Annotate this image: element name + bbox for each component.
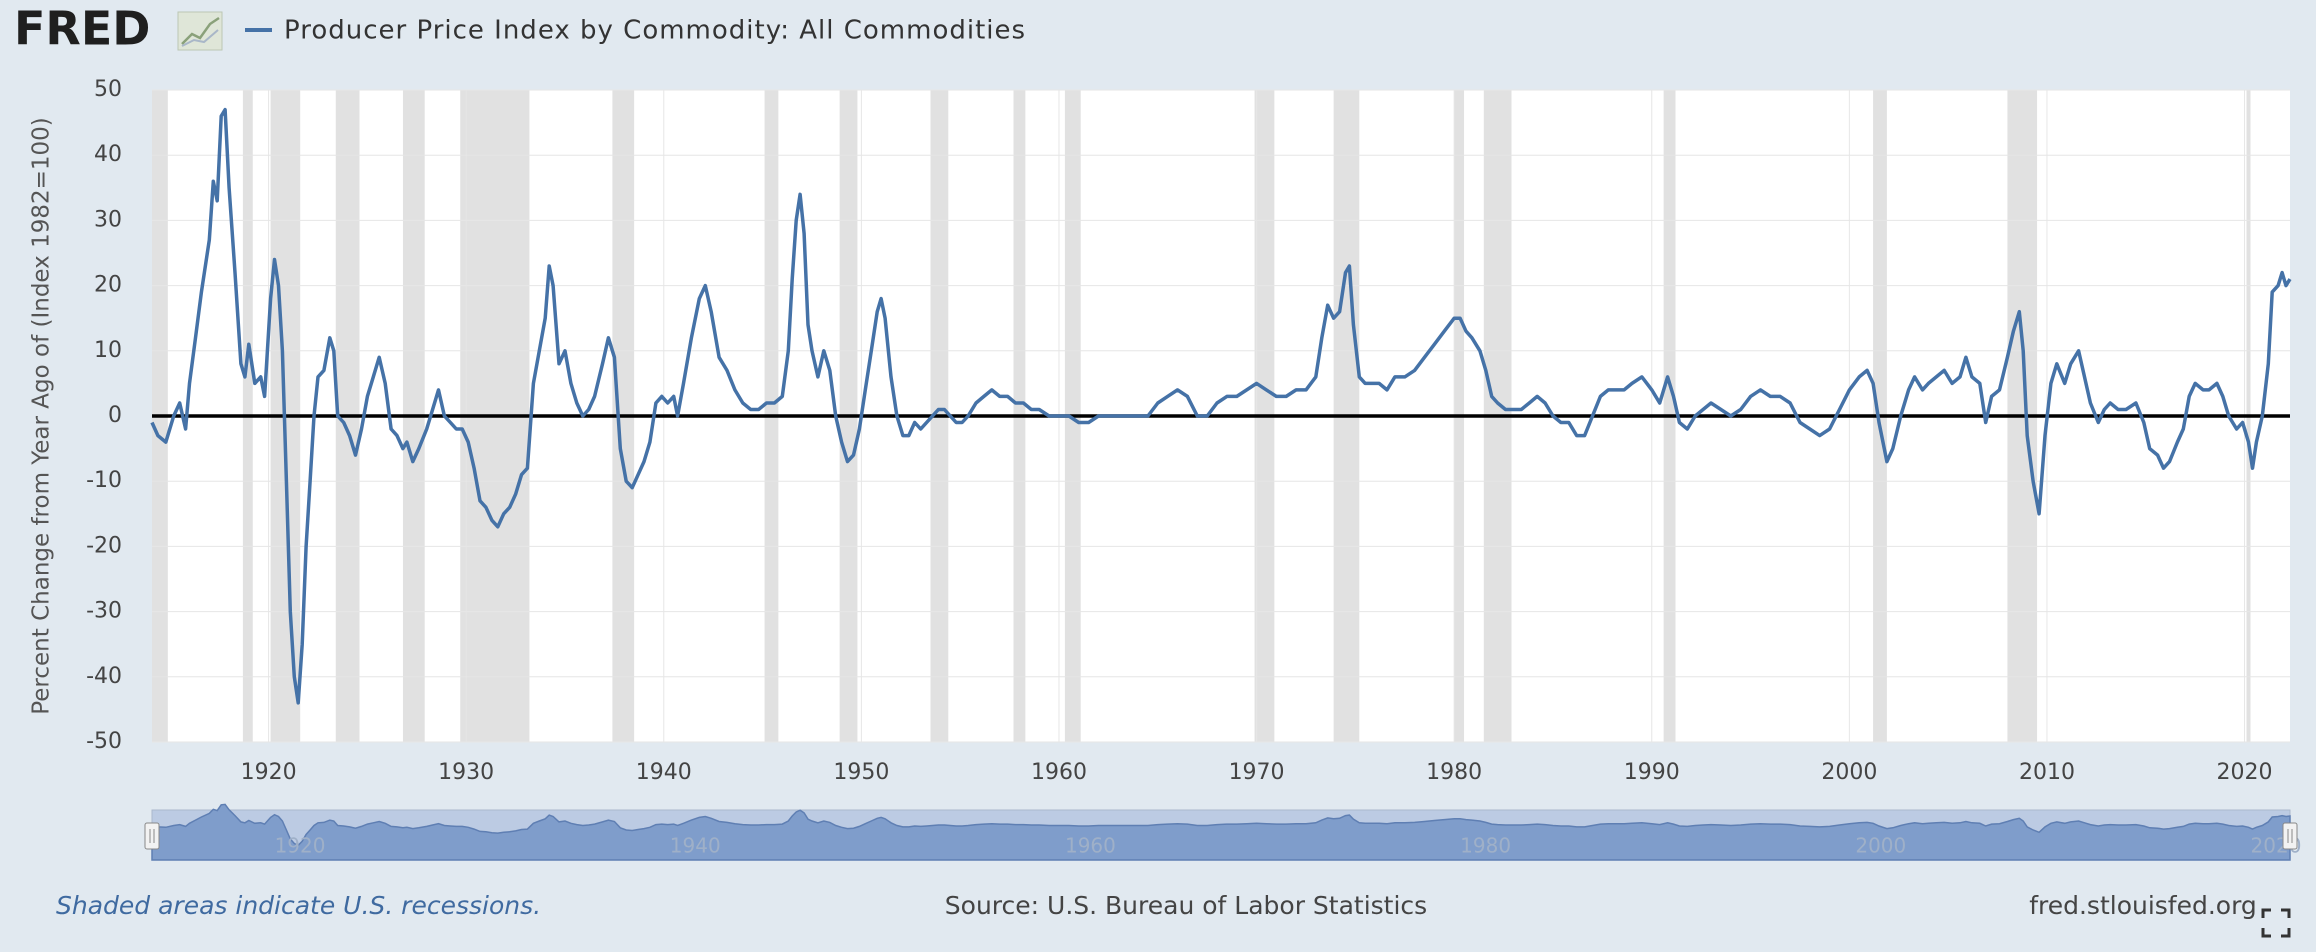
navigator-area bbox=[151, 803, 2291, 861]
y-tick-label: 40 bbox=[94, 142, 122, 167]
y-tick-label: -20 bbox=[86, 533, 122, 558]
y-tick-label: -40 bbox=[86, 664, 122, 689]
navigator-tick-label: 1920 bbox=[275, 834, 326, 858]
logo: FRED bbox=[14, 2, 150, 56]
legend-label: Producer Price Index by Commodity: All C… bbox=[284, 16, 1026, 46]
plot-area bbox=[152, 89, 2290, 743]
fullscreen-icon[interactable] bbox=[2261, 908, 2291, 938]
y-tick-label: 30 bbox=[94, 207, 122, 232]
navigator-handle[interactable] bbox=[144, 822, 160, 850]
x-tick-label: 2010 bbox=[2019, 760, 2075, 785]
y-tick-label: -30 bbox=[86, 599, 122, 624]
y-tick-label: -10 bbox=[86, 468, 122, 493]
x-tick-label: 2000 bbox=[1821, 760, 1877, 785]
logo-icon bbox=[177, 11, 223, 51]
x-tick-label: 2020 bbox=[2217, 760, 2273, 785]
y-tick-label: 10 bbox=[94, 338, 122, 363]
x-tick-label: 1950 bbox=[833, 760, 889, 785]
navigator-handle[interactable] bbox=[2282, 822, 2298, 850]
navigator-tick-label: 1940 bbox=[670, 834, 721, 858]
navigator-tick-label: 1960 bbox=[1065, 834, 1116, 858]
x-tick-label: 1930 bbox=[438, 760, 494, 785]
source: Source: U.S. Bureau of Labor Statistics bbox=[945, 891, 1427, 920]
site-link[interactable]: fred.stlouisfed.org bbox=[2029, 891, 2257, 920]
y-tick-label: 20 bbox=[94, 273, 122, 298]
x-tick-label: 1920 bbox=[241, 760, 297, 785]
y-axis-title: Percent Change from Year Ago of (Index 1… bbox=[29, 117, 55, 715]
navigator-tick-label: 2000 bbox=[1855, 834, 1906, 858]
data-line bbox=[150, 107, 2292, 705]
x-tick-label: 1980 bbox=[1426, 760, 1482, 785]
x-tick-label: 1970 bbox=[1229, 760, 1285, 785]
x-tick-label: 1940 bbox=[636, 760, 692, 785]
recession-note[interactable]: Shaded areas indicate U.S. recessions. bbox=[56, 891, 541, 920]
x-tick-label: 1990 bbox=[1624, 760, 1680, 785]
y-tick-label: 50 bbox=[94, 77, 122, 102]
y-tick-label: -50 bbox=[86, 729, 122, 754]
x-tick-label: 1960 bbox=[1031, 760, 1087, 785]
y-tick-label: 0 bbox=[108, 403, 122, 428]
navigator-tick-label: 1980 bbox=[1460, 834, 1511, 858]
